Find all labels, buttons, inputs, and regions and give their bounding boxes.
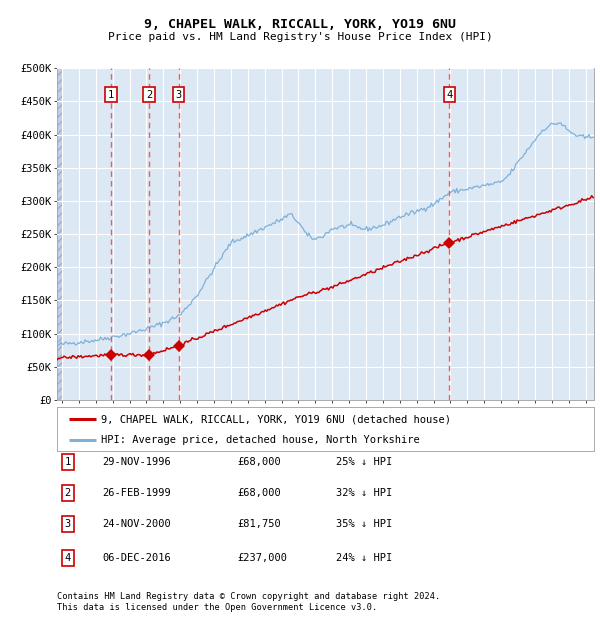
Text: 3: 3 [65,519,71,529]
Text: £237,000: £237,000 [237,553,287,563]
Text: 06-DEC-2016: 06-DEC-2016 [102,553,171,563]
Text: 25% ↓ HPI: 25% ↓ HPI [336,457,392,467]
Text: Contains HM Land Registry data © Crown copyright and database right 2024.: Contains HM Land Registry data © Crown c… [57,592,440,601]
Text: 35% ↓ HPI: 35% ↓ HPI [336,519,392,529]
Text: £81,750: £81,750 [237,519,281,529]
Text: 9, CHAPEL WALK, RICCALL, YORK, YO19 6NU (detached house): 9, CHAPEL WALK, RICCALL, YORK, YO19 6NU … [101,414,451,424]
Text: Price paid vs. HM Land Registry's House Price Index (HPI): Price paid vs. HM Land Registry's House … [107,32,493,42]
Text: 2: 2 [65,488,71,498]
Text: 4: 4 [65,553,71,563]
Text: 9, CHAPEL WALK, RICCALL, YORK, YO19 6NU: 9, CHAPEL WALK, RICCALL, YORK, YO19 6NU [144,19,456,31]
Text: 1: 1 [65,457,71,467]
Text: £68,000: £68,000 [237,488,281,498]
Text: HPI: Average price, detached house, North Yorkshire: HPI: Average price, detached house, Nort… [101,435,420,445]
Text: 4: 4 [446,90,452,100]
Text: 2: 2 [146,90,152,100]
Text: 24-NOV-2000: 24-NOV-2000 [102,519,171,529]
Text: 24% ↓ HPI: 24% ↓ HPI [336,553,392,563]
Text: £68,000: £68,000 [237,457,281,467]
Text: 3: 3 [175,90,182,100]
Text: 32% ↓ HPI: 32% ↓ HPI [336,488,392,498]
Text: 29-NOV-1996: 29-NOV-1996 [102,457,171,467]
Text: 26-FEB-1999: 26-FEB-1999 [102,488,171,498]
Text: 1: 1 [108,90,115,100]
Text: This data is licensed under the Open Government Licence v3.0.: This data is licensed under the Open Gov… [57,603,377,612]
